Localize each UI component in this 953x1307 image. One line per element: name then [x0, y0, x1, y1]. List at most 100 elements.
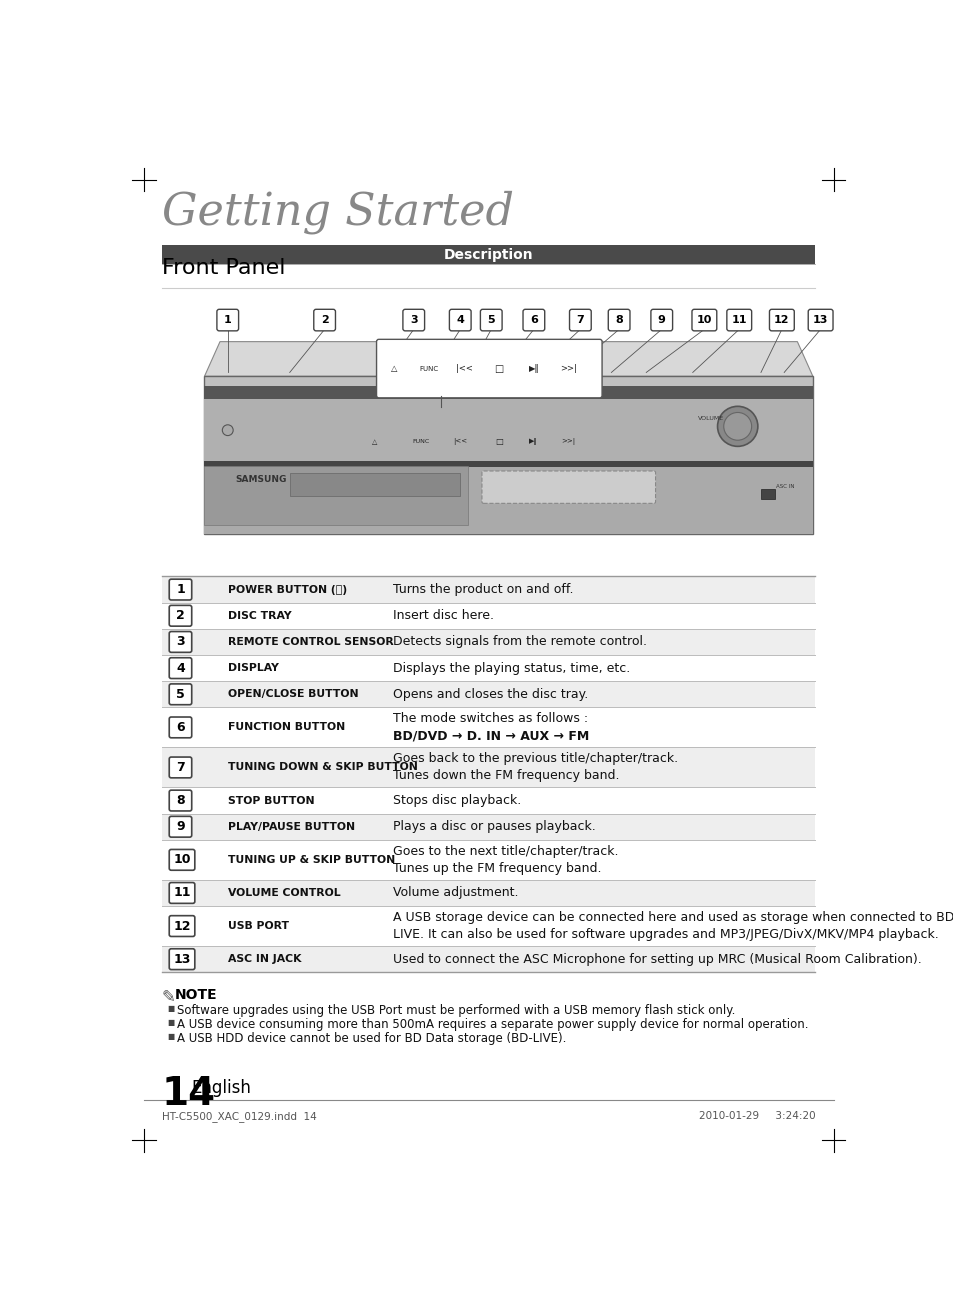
Bar	[162, 707, 815, 748]
Text: VOLUME: VOLUME	[697, 417, 723, 421]
FancyBboxPatch shape	[522, 310, 544, 331]
FancyBboxPatch shape	[650, 310, 672, 331]
Text: Front Panel: Front Panel	[162, 259, 285, 278]
Text: ▶‖: ▶‖	[528, 365, 538, 372]
Text: Insert disc here.: Insert disc here.	[393, 609, 494, 622]
FancyBboxPatch shape	[169, 850, 194, 870]
Text: 11: 11	[731, 315, 746, 325]
Text: ASC IN: ASC IN	[776, 484, 794, 489]
Text: 14: 14	[162, 1076, 215, 1114]
FancyBboxPatch shape	[314, 310, 335, 331]
FancyBboxPatch shape	[608, 310, 629, 331]
Text: |<<: |<<	[456, 365, 472, 372]
Text: >>|: >>|	[561, 438, 576, 446]
Text: >>|: >>|	[559, 365, 577, 372]
FancyBboxPatch shape	[169, 949, 194, 970]
Polygon shape	[204, 341, 812, 376]
Text: Opens and closes the disc tray.: Opens and closes the disc tray.	[393, 687, 587, 701]
FancyBboxPatch shape	[169, 817, 192, 838]
Text: |<<: |<<	[453, 438, 467, 446]
Text: 10: 10	[696, 315, 711, 325]
Text: 8: 8	[615, 315, 622, 325]
Text: Description: Description	[444, 247, 533, 261]
Text: DISPLAY: DISPLAY	[228, 663, 278, 673]
Text: 13: 13	[173, 953, 191, 966]
Text: 2: 2	[176, 609, 185, 622]
Text: The mode switches as follows :: The mode switches as follows :	[393, 712, 587, 725]
FancyBboxPatch shape	[169, 916, 194, 936]
Bar	[162, 681, 815, 707]
Text: 10: 10	[173, 853, 191, 867]
Bar	[162, 814, 815, 840]
FancyBboxPatch shape	[402, 310, 424, 331]
Text: Getting Started: Getting Started	[162, 190, 514, 234]
Bar	[162, 946, 815, 972]
FancyBboxPatch shape	[169, 718, 192, 738]
Text: ■: ■	[167, 1018, 174, 1027]
Text: 5: 5	[176, 687, 185, 701]
Text: TUNING DOWN & SKIP BUTTON: TUNING DOWN & SKIP BUTTON	[228, 762, 417, 772]
Text: 3: 3	[176, 635, 185, 648]
Text: Plays a disc or pauses playback.: Plays a disc or pauses playback.	[393, 821, 595, 834]
Text: FUNCTION BUTTON: FUNCTION BUTTON	[228, 723, 345, 732]
FancyBboxPatch shape	[769, 310, 794, 331]
Text: Stops disc playback.: Stops disc playback.	[393, 795, 520, 806]
Bar	[204, 465, 468, 525]
Bar	[760, 489, 774, 499]
Text: Software upgrades using the USB Port must be performed with a USB memory flash s: Software upgrades using the USB Port mus…	[177, 1004, 735, 1017]
Text: 11: 11	[173, 886, 191, 899]
Text: 3: 3	[410, 315, 417, 325]
Bar	[162, 246, 815, 264]
FancyBboxPatch shape	[376, 340, 601, 397]
Text: Used to connect the ASC Microphone for setting up MRC (Musical Room Calibration): Used to connect the ASC Microphone for s…	[393, 953, 921, 966]
FancyBboxPatch shape	[169, 605, 192, 626]
Text: Turns the product on and off.: Turns the product on and off.	[393, 583, 573, 596]
FancyBboxPatch shape	[807, 310, 832, 331]
FancyBboxPatch shape	[169, 791, 192, 810]
Text: 9: 9	[658, 315, 665, 325]
FancyBboxPatch shape	[169, 757, 192, 778]
Bar	[290, 473, 459, 497]
Text: □: □	[495, 438, 502, 446]
Text: 2: 2	[320, 315, 328, 325]
Text: ■: ■	[167, 1031, 174, 1040]
FancyBboxPatch shape	[691, 310, 716, 331]
Text: Tunes up the FM frequency band.: Tunes up the FM frequency band.	[393, 861, 600, 874]
Text: 6: 6	[529, 315, 537, 325]
FancyBboxPatch shape	[169, 684, 192, 704]
Text: OPEN/CLOSE BUTTON: OPEN/CLOSE BUTTON	[228, 689, 358, 699]
Bar	[204, 376, 812, 535]
Text: 4: 4	[176, 661, 185, 674]
FancyBboxPatch shape	[169, 882, 194, 903]
Text: DISC TRAY: DISC TRAY	[228, 610, 291, 621]
FancyBboxPatch shape	[480, 310, 501, 331]
Bar	[162, 840, 815, 880]
Text: SAMSUNG: SAMSUNG	[235, 474, 287, 484]
FancyBboxPatch shape	[216, 310, 238, 331]
Bar	[162, 603, 815, 629]
Text: 12: 12	[773, 315, 789, 325]
Text: Goes back to the previous title/chapter/track.: Goes back to the previous title/chapter/…	[393, 753, 678, 766]
FancyBboxPatch shape	[169, 657, 192, 678]
Text: Detects signals from the remote control.: Detects signals from the remote control.	[393, 635, 646, 648]
Text: A USB device consuming more than 500mA requires a separate power supply device f: A USB device consuming more than 500mA r…	[177, 1018, 808, 1031]
FancyBboxPatch shape	[726, 310, 751, 331]
FancyBboxPatch shape	[481, 471, 655, 503]
Text: 2010-01-29     3:24:20: 2010-01-29 3:24:20	[698, 1111, 815, 1121]
Text: ASC IN JACK: ASC IN JACK	[228, 954, 301, 965]
Text: VOLUME CONTROL: VOLUME CONTROL	[228, 887, 340, 898]
Bar	[162, 576, 815, 603]
Text: Goes to the next title/chapter/track.: Goes to the next title/chapter/track.	[393, 844, 618, 857]
Circle shape	[222, 425, 233, 435]
Text: ▶‖: ▶‖	[529, 438, 537, 446]
Text: ✎: ✎	[162, 988, 175, 1005]
Text: 7: 7	[576, 315, 583, 325]
Text: POWER BUTTON (⏻): POWER BUTTON (⏻)	[228, 584, 347, 595]
Text: PLAY/PAUSE BUTTON: PLAY/PAUSE BUTTON	[228, 822, 355, 831]
Text: A USB HDD device cannot be used for BD Data storage (BD-LIVE).: A USB HDD device cannot be used for BD D…	[177, 1031, 566, 1044]
Circle shape	[723, 413, 751, 440]
Text: 7: 7	[176, 761, 185, 774]
Text: 13: 13	[812, 315, 827, 325]
Text: FUNC: FUNC	[413, 439, 430, 444]
Text: △: △	[372, 439, 377, 444]
